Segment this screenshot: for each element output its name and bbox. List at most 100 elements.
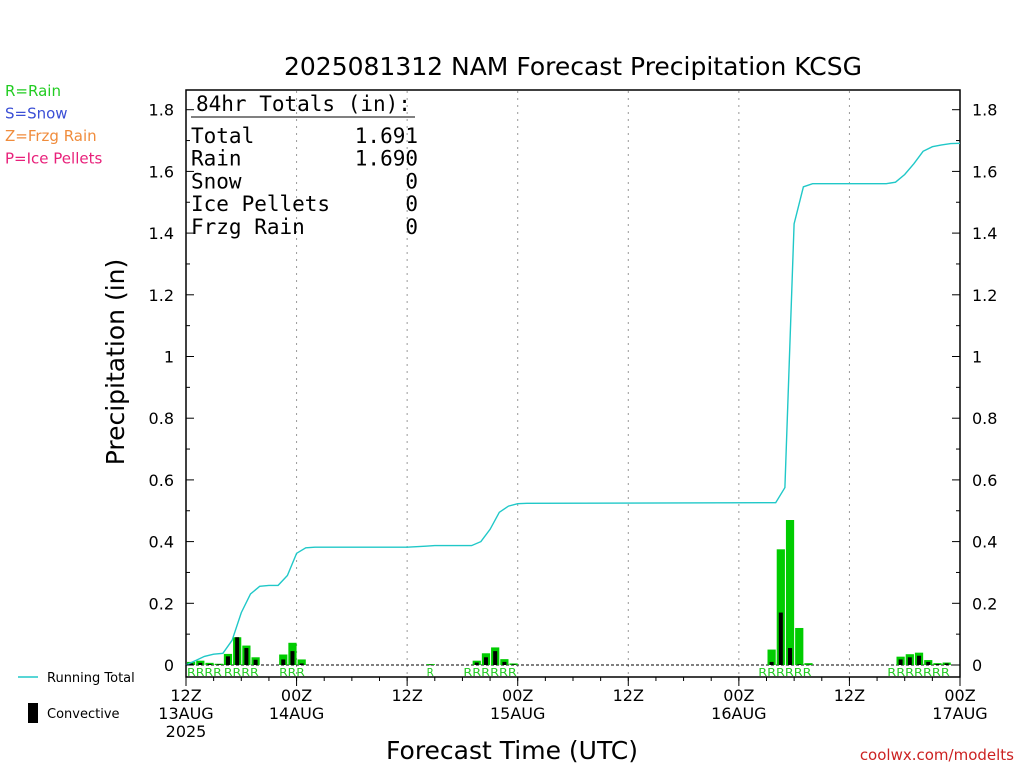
convective-bar: [483, 657, 488, 665]
y-tick-label-right: 0.2: [972, 594, 997, 613]
x-tick-label: 12Z: [391, 686, 422, 705]
convective-bar: [290, 651, 295, 665]
y-tick-label-right: 0.8: [972, 409, 997, 428]
convective-bar: [926, 661, 931, 665]
ptype-legend-item: P=Ice Pellets: [5, 150, 102, 168]
totals-row-value: 1.690: [355, 147, 418, 171]
plot-frame: [185, 89, 961, 678]
convective-bar: [244, 648, 249, 665]
convective-bar: [907, 657, 912, 665]
totals-header: 84hr Totals (in):: [196, 92, 411, 116]
precip-bars: [187, 520, 951, 666]
ptype-legend-item: R=Rain: [5, 82, 61, 100]
convective-legend-label: Convective: [47, 707, 120, 722]
y-axis-left: 0 0.2 0.4 0.6 0.8 1 1.2 1.4 1.6 1.8: [149, 101, 194, 675]
totals-row-label: Total: [191, 124, 254, 148]
y-tick-label-right: 0.6: [972, 471, 997, 490]
x-tick-label: 15AUG: [490, 704, 545, 723]
convective-bar: [778, 612, 783, 665]
precip-bar: [795, 627, 804, 665]
ptype-label: RRRRRR: [463, 666, 517, 679]
precip-bar: [804, 663, 813, 665]
x-tick-label: 14AUG: [269, 704, 324, 723]
credit: coolwx.com/modelts: [860, 746, 1014, 764]
totals-row-label: Frzg Rain: [191, 215, 305, 239]
x-tick-label: 2025: [166, 722, 207, 741]
totals-row-label: Snow: [191, 169, 242, 193]
chart-title: 2025081312 NAM Forecast Precipitation KC…: [284, 52, 862, 81]
ptype-label: RRRR: [187, 666, 222, 679]
x-tick-label: 00Z: [502, 686, 533, 705]
y-tick-label: 0: [164, 656, 174, 675]
precip-bar: [297, 659, 306, 665]
ptype-label: RRR: [279, 666, 305, 679]
x-tick-label: 00Z: [944, 686, 975, 705]
x-tick-label: 16AUG: [711, 704, 766, 723]
precip-bar: [767, 649, 776, 665]
convective-bar: [225, 656, 230, 665]
convective-bar: [935, 664, 940, 665]
convective-bar: [797, 664, 802, 665]
convective-bar: [944, 663, 949, 665]
totals-row-label: Ice Pellets: [191, 192, 330, 216]
y-tick-label-right: 0: [972, 656, 982, 675]
y-axis-label: Precipitation (in): [101, 259, 130, 466]
running-total-line: [185, 142, 961, 666]
ptype-legend: R=Rain S=Snow Z=Frzg Rain P=Ice Pellets: [5, 82, 102, 168]
vertical-gridlines: [296, 91, 850, 676]
y-tick-label: 0.2: [149, 594, 174, 613]
y-tick-label: 1.6: [149, 162, 174, 181]
ptype-label: RRRRRRR: [887, 666, 950, 679]
y-tick-label: 1.4: [149, 224, 174, 243]
y-tick-label-right: 0.4: [972, 533, 997, 552]
totals-row-value: 0: [405, 215, 418, 239]
convective-bar: [253, 659, 258, 665]
convective-bar: [769, 661, 774, 665]
x-tick-label: 12Z: [170, 686, 201, 705]
x-tick-label: 13AUG: [158, 704, 213, 723]
convective-bar: [917, 655, 922, 665]
y-tick-label: 1: [164, 348, 174, 367]
convective-bar: [898, 659, 903, 665]
y-tick-label: 0.4: [149, 533, 174, 552]
precip-bar: [785, 520, 795, 665]
totals-row-value: 1.691: [355, 124, 418, 148]
convective-bar: [806, 664, 811, 666]
convective-legend-swatch: [28, 703, 38, 723]
ptype-label: R: [427, 666, 435, 679]
totals-row-value: 0: [405, 192, 418, 216]
ptype-labels: RRRR RRRR RRR R RRRRRR RRRRRR RRRRRRR: [187, 666, 950, 679]
precip-bar: [205, 662, 214, 665]
y-tick-label-right: 1.6: [972, 162, 997, 181]
ptype-legend-item: Z=Frzg Rain: [5, 127, 97, 145]
x-tick-label: 12Z: [834, 686, 865, 705]
x-tick-label: 00Z: [281, 686, 312, 705]
precip-bar: [776, 549, 785, 665]
convective-bar: [281, 659, 286, 665]
precip-bar: [509, 663, 518, 665]
convective-bar: [788, 648, 793, 665]
y-tick-label: 0.8: [149, 409, 174, 428]
convective-bar: [207, 664, 212, 665]
convective-bar: [511, 664, 516, 665]
y-tick-label: 1.2: [149, 286, 174, 305]
x-tick-label: 17AUG: [932, 704, 987, 723]
x-tick-label: 00Z: [723, 686, 754, 705]
y-tick-label-right: 1.8: [972, 101, 997, 120]
y-tick-label-right: 1.2: [972, 286, 997, 305]
convective-bar: [428, 664, 433, 666]
convective-bar: [502, 661, 507, 665]
y-tick-label: 0.6: [149, 471, 174, 490]
precip-bar: [426, 664, 435, 665]
convective-bar: [235, 637, 240, 665]
ptype-label: RRRR: [224, 666, 259, 679]
y-tick-label: 1.8: [149, 101, 174, 120]
y-tick-label-right: 1: [972, 348, 982, 367]
y-axis-right: 0 0.2 0.4 0.6 0.8 1 1.2 1.4 1.6 1.8: [952, 101, 997, 675]
running-total-legend-label: Running Total: [47, 671, 135, 686]
convective-bar: [493, 651, 498, 665]
ptype-label: RRRRRR: [758, 666, 812, 679]
y-tick-label-right: 1.4: [972, 224, 997, 243]
